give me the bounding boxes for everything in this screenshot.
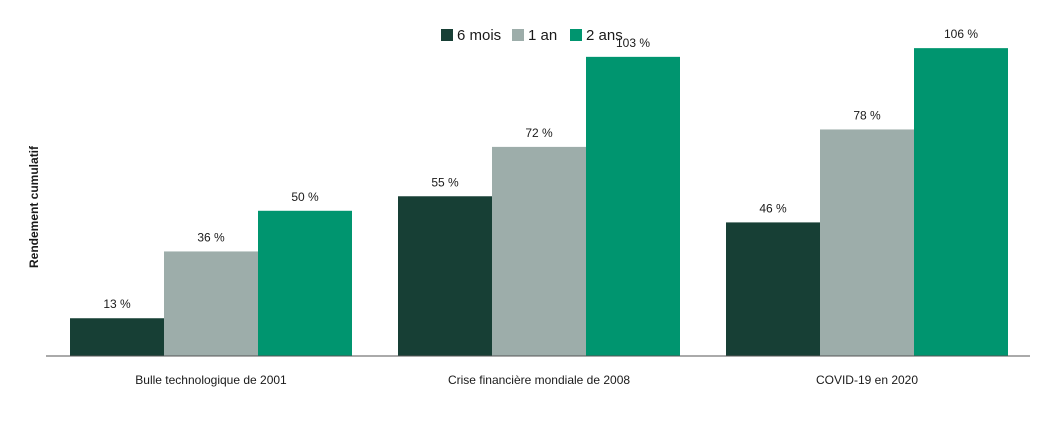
legend-label-1: 1 an [528, 27, 557, 44]
bar-2-0 [726, 222, 820, 356]
value-label-1-2: 103 % [616, 36, 650, 50]
value-label-2-0: 46 % [759, 201, 787, 215]
value-label-0-0: 13 % [103, 297, 131, 311]
legend-swatch-0 [441, 29, 453, 41]
value-label-0-2: 50 % [291, 190, 319, 204]
bars [70, 48, 1008, 356]
y-axis-label: Rendement cumulatif [27, 145, 41, 268]
legend-label-0: 6 mois [457, 27, 501, 44]
x-tick-label-1: Crise financière mondiale de 2008 [448, 373, 630, 387]
bar-0-0 [70, 318, 164, 356]
bar-2-1 [820, 129, 914, 356]
legend: 6 mois 1 an 2 ans [441, 27, 623, 44]
bar-1-1 [492, 146, 586, 356]
legend-swatch-1 [512, 29, 524, 41]
value-label-1-0: 55 % [431, 175, 459, 189]
legend-swatch-2 [570, 29, 582, 41]
bar-1-0 [398, 196, 492, 356]
x-tick-label-0: Bulle technologique de 2001 [135, 373, 287, 387]
x-tick-labels: Bulle technologique de 2001 Crise financi… [135, 373, 918, 387]
value-label-1-1: 72 % [525, 126, 553, 140]
value-labels: 13 % 36 % 50 % 55 % 72 % 103 % 46 % 78 % 106 % [103, 27, 978, 311]
legend-label-2: 2 ans [586, 27, 623, 44]
bar-2-2 [914, 48, 1008, 356]
x-tick-label-2: COVID-19 en 2020 [816, 373, 918, 387]
bar-1-2 [586, 56, 680, 356]
value-label-2-1: 78 % [853, 108, 881, 122]
bar-0-1 [164, 251, 258, 356]
value-label-2-2: 106 % [944, 27, 978, 41]
value-label-0-1: 36 % [197, 230, 225, 244]
bar-0-2 [258, 210, 352, 356]
